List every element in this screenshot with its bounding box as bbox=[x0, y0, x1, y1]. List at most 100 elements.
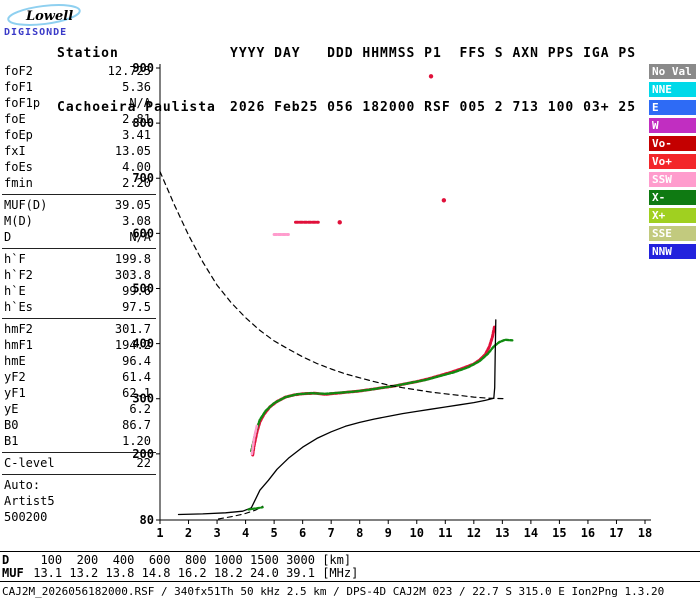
param-label: fxI bbox=[4, 144, 26, 158]
param-row: Artist5 bbox=[2, 493, 156, 509]
param-label: yE bbox=[4, 402, 19, 416]
param-value: 62.1 bbox=[122, 386, 151, 400]
x-tick-label: 14 bbox=[524, 526, 538, 538]
muf-values: 13.1 13.2 13.8 14.8 16.2 18.2 24.0 39.1 … bbox=[26, 566, 359, 580]
legend-item-noval: No Val bbox=[649, 64, 696, 79]
param-label: 500200 bbox=[4, 510, 48, 524]
param-row: yF2 61.4 bbox=[2, 369, 156, 385]
separator-line-bottom bbox=[0, 581, 700, 582]
param-group: MUF(D) 39.05 M(D) 3.08 D N/A bbox=[2, 195, 156, 249]
param-label: Auto: bbox=[4, 478, 41, 492]
x-tick-label: 18 bbox=[638, 526, 652, 538]
param-row: B0 86.7 bbox=[2, 417, 156, 433]
direction-legend: No Val NNE E W Vo- Vo+ SSW X- X+ SSE NNW bbox=[649, 64, 697, 262]
trace-start-oblique bbox=[250, 423, 259, 456]
param-value: 22 bbox=[136, 456, 151, 470]
param-label: foEp bbox=[4, 128, 33, 142]
param-value: 3.41 bbox=[122, 128, 151, 142]
param-label: B1 bbox=[4, 434, 19, 448]
legend-item-vo+: Vo+ bbox=[649, 154, 696, 169]
station-name: Cachoeira Paulista bbox=[57, 100, 216, 115]
legend-item-sse: SSE bbox=[649, 226, 696, 241]
param-label: h`F2 bbox=[4, 268, 33, 282]
y-tick-label: 700 bbox=[132, 171, 154, 185]
param-row: C-level 22 bbox=[2, 455, 156, 471]
param-value: 61.4 bbox=[122, 370, 151, 384]
header-line-2: Cachoeira Paulista 2026 Feb25 056 182000 … bbox=[57, 99, 636, 117]
param-row: foF1 5.36 bbox=[2, 79, 156, 95]
param-value: N/A bbox=[129, 96, 151, 110]
d-label: D bbox=[2, 553, 10, 567]
param-row: M(D) 3.08 bbox=[2, 213, 156, 229]
muf-label: MUF bbox=[2, 566, 24, 580]
y-tick-label: 300 bbox=[132, 392, 154, 406]
param-row: foEp 3.41 bbox=[2, 127, 156, 143]
param-value: 96.4 bbox=[122, 354, 151, 368]
transmission-curve bbox=[159, 170, 508, 400]
station-label: Station bbox=[57, 46, 119, 61]
x-tick-label: 4 bbox=[242, 526, 249, 538]
x-tick-label: 1 bbox=[156, 526, 163, 538]
param-label: foF2 bbox=[4, 64, 33, 78]
logo-orbit-icon bbox=[7, 4, 81, 26]
x-tick-label: 17 bbox=[609, 526, 623, 538]
param-label: hmE bbox=[4, 354, 26, 368]
x-tick-label: 10 bbox=[410, 526, 424, 538]
param-value: 86.7 bbox=[122, 418, 151, 432]
x-tick-label: 2 bbox=[185, 526, 192, 538]
param-row: h`E 99.6 bbox=[2, 283, 156, 299]
legend-item-nnw: NNW bbox=[649, 244, 696, 259]
param-row: foF1p N/A bbox=[2, 95, 156, 111]
param-value: 6.2 bbox=[129, 402, 151, 416]
muf-row: MUF 13.1 13.2 13.8 14.8 16.2 18.2 24.0 3… bbox=[2, 567, 358, 580]
param-label: yF2 bbox=[4, 370, 26, 384]
lowell-digisonde-logo: Lowell DIGISONDE bbox=[4, 4, 81, 38]
x-tick-label: 3 bbox=[213, 526, 220, 538]
logo-digisonde-text: DIGISONDE bbox=[4, 27, 67, 38]
param-row: foF2 12.725 bbox=[2, 63, 156, 79]
x-tick-label: 15 bbox=[552, 526, 566, 538]
param-value: 97.5 bbox=[122, 300, 151, 314]
legend-item-ssw: SSW bbox=[649, 172, 696, 187]
param-group: Auto: Artist5 500200 bbox=[2, 475, 156, 528]
param-row: hmE 96.4 bbox=[2, 353, 156, 369]
d-values: 100 200 400 600 800 1000 1500 3000 [km] bbox=[26, 553, 352, 567]
param-label: h`Es bbox=[4, 300, 33, 314]
separator-line-top bbox=[0, 551, 700, 552]
param-label: hmF1 bbox=[4, 338, 33, 352]
param-group: foF2 12.725 foF1 5.36 foF1p N/A foE 2.81 foEp 3.4… bbox=[2, 61, 156, 195]
param-label: fmin bbox=[4, 176, 33, 190]
param-label: foF1 bbox=[4, 80, 33, 94]
param-label: foF1p bbox=[4, 96, 41, 110]
x-tick-label: 16 bbox=[581, 526, 595, 538]
param-row: yF1 62.1 bbox=[2, 385, 156, 401]
param-group: C-level 22 bbox=[2, 453, 156, 475]
param-row: hmF2 301.7 bbox=[2, 321, 156, 337]
param-label: B0 bbox=[4, 418, 19, 432]
logo-lowell-text: Lowell bbox=[25, 9, 73, 24]
file-info: CAJ2M_2026056182000.RSF / 340fx51Th 50 k… bbox=[2, 585, 665, 598]
param-row: Auto: bbox=[2, 477, 156, 493]
param-label: C-level bbox=[4, 456, 55, 470]
spread-echo bbox=[428, 74, 434, 79]
param-value: 39.05 bbox=[114, 198, 151, 212]
y-tick-label: 80 bbox=[140, 513, 154, 527]
param-row: fxI 13.05 bbox=[2, 143, 156, 159]
y-tick-label: 800 bbox=[132, 116, 154, 130]
param-label: h`E bbox=[4, 284, 26, 298]
param-value: N/A bbox=[129, 230, 151, 244]
header-column-names: YYYY DAY DDD HHMMSS P1 FFS S AXN PPS IGA… bbox=[230, 46, 637, 61]
param-label: D bbox=[4, 230, 12, 244]
spread-echo bbox=[441, 198, 447, 203]
y-tick-label: 500 bbox=[132, 281, 154, 295]
x-tick-label: 11 bbox=[438, 526, 452, 538]
param-label: foE bbox=[4, 112, 26, 126]
f-trace-extraordinary bbox=[250, 338, 514, 453]
x-tick-label: 9 bbox=[385, 526, 392, 538]
header-line-1: Station YYYY DAY DDD HHMMSS P1 FFS S AXN … bbox=[57, 45, 636, 63]
header-column-values: 2026 Feb25 056 182000 RSF 005 2 713 100 … bbox=[230, 100, 637, 115]
param-row: h`F 199.8 bbox=[2, 251, 156, 267]
y-tick-label: 900 bbox=[132, 61, 154, 75]
